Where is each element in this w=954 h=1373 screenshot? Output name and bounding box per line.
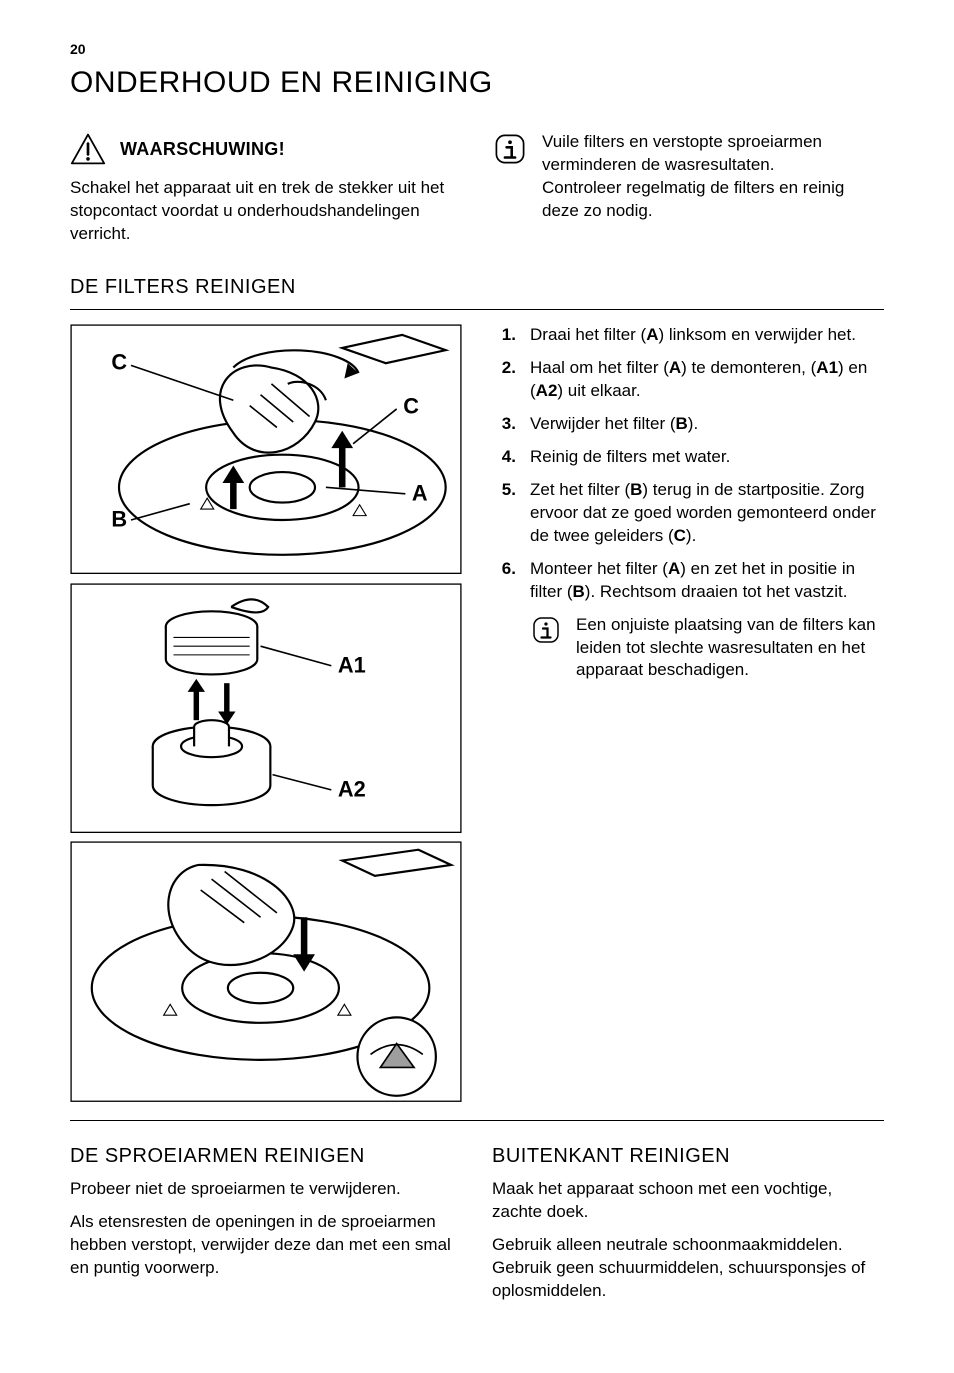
filters-heading: DE FILTERS REINIGEN — [70, 274, 884, 301]
label-C1: C — [111, 350, 127, 375]
sprayarms-p1: Probeer niet de sproeiarmen te verwijder… — [70, 1178, 462, 1201]
exterior-p2: Gebruik alleen neutrale schoonmaakmiddel… — [492, 1234, 884, 1303]
label-A: A — [412, 481, 428, 506]
exterior-p1: Maak het apparaat schoon met een vochtig… — [492, 1178, 884, 1224]
step-item: Haal om het filter (A) te demonteren, (A… — [492, 357, 884, 403]
info-icon — [530, 614, 562, 646]
info-line1: Vuile filters en verstopte sproeiarmen v… — [542, 131, 884, 177]
label-A2: A2 — [338, 776, 366, 801]
intro-row: WAARSCHUWING! Schakel het apparaat uit e… — [70, 131, 884, 256]
filter-diagram-1: C C A B — [70, 324, 462, 574]
filter-note: Een onjuiste plaatsing van de filters ka… — [530, 614, 884, 683]
sprayarms-heading: DE SPROEIARMEN REINIGEN — [70, 1143, 462, 1170]
exterior-heading: BUITENKANT REINIGEN — [492, 1143, 884, 1170]
info-line2: Controleer regelmatig de filters en rein… — [542, 177, 884, 223]
filter-diagram-2: A1 A2 — [70, 583, 462, 833]
label-A1: A1 — [338, 652, 366, 677]
warning-block: WAARSCHUWING! — [70, 131, 462, 167]
info-icon — [492, 131, 528, 167]
step-item: Reinig de filters met water. — [492, 446, 884, 469]
label-B: B — [111, 507, 127, 532]
filter-note-text: Een onjuiste plaatsing van de filters ka… — [576, 614, 884, 683]
step-item: Monteer het filter (A) en zet het in pos… — [492, 558, 884, 604]
warning-body: Schakel het apparaat uit en trek de stek… — [70, 177, 462, 246]
warning-label: WAARSCHUWING! — [120, 131, 285, 161]
section-divider — [70, 309, 884, 310]
page-title: ONDERHOUD EN REINIGING — [70, 63, 884, 104]
step-item: Draai het filter (A) linksom en verwijde… — [492, 324, 884, 347]
filter-steps: Draai het filter (A) linksom en verwijde… — [492, 324, 884, 603]
step-item: Verwijder het filter (B). — [492, 413, 884, 436]
page-number: 20 — [70, 40, 884, 59]
section-divider — [70, 1120, 884, 1121]
sprayarms-p2: Als etensresten de openingen in de sproe… — [70, 1211, 462, 1280]
warning-icon — [70, 131, 106, 167]
filter-diagram-3 — [70, 841, 462, 1102]
step-item: Zet het filter (B) terug in de startposi… — [492, 479, 884, 548]
info-top: Vuile filters en verstopte sproeiarmen v… — [492, 131, 884, 223]
label-C2: C — [403, 393, 419, 418]
